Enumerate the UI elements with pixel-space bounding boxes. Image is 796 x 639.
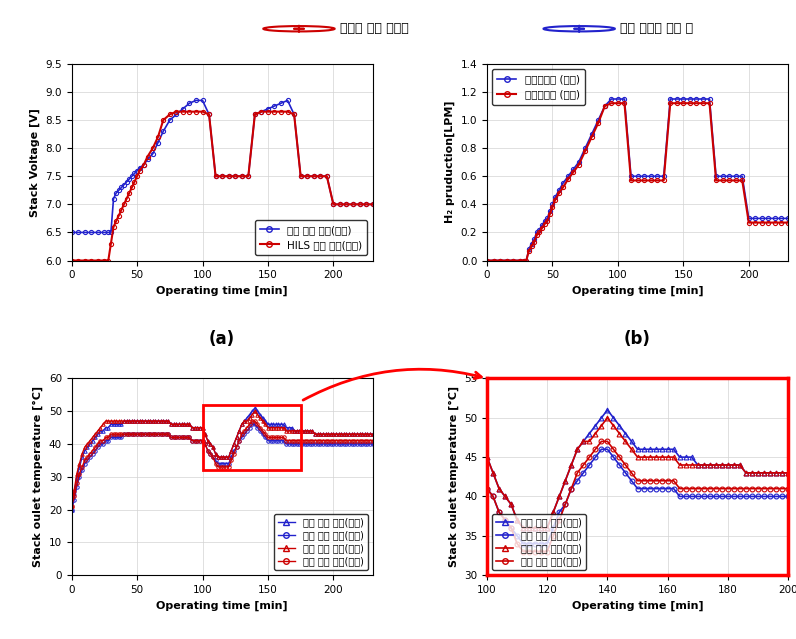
Bar — [202, 404, 301, 470]
Text: 디지털 트윈 결과값: 디지털 트윈 결과값 — [340, 22, 408, 35]
X-axis label: Operating time [min]: Operating time [min] — [156, 601, 288, 611]
Y-axis label: H₂ pruduction[LPM]: H₂ pruduction[LPM] — [445, 101, 455, 224]
Text: (b): (b) — [624, 330, 651, 348]
Legend: 수소생산량 (실험), 수소생산량 (모델): 수소생산량 (실험), 수소생산량 (모델) — [492, 69, 585, 105]
Y-axis label: Stack oulet temperature [°C]: Stack oulet temperature [°C] — [33, 386, 43, 567]
Text: 실제 장치의 실험 값: 실제 장치의 실험 값 — [620, 22, 693, 35]
Y-axis label: Stack oulet temperature [°C]: Stack oulet temperature [°C] — [448, 386, 458, 567]
Text: (a): (a) — [209, 330, 235, 348]
X-axis label: Operating time [min]: Operating time [min] — [572, 601, 704, 611]
X-axis label: Operating time [min]: Operating time [min] — [572, 286, 704, 296]
Legend: 실제 스택 전압(실험), HILS 스택 전압(모델): 실제 스택 전압(실험), HILS 스택 전압(모델) — [255, 220, 368, 256]
X-axis label: Operating time [min]: Operating time [min] — [156, 286, 288, 296]
Legend: 스택 출구 온도(실험), 스택 입구 온도(실험), 스택 출구 온도(모델), 스택 입구 온도(모델): 스택 출구 온도(실험), 스택 입구 온도(실험), 스택 출구 온도(모델)… — [274, 514, 368, 570]
Y-axis label: Stack Voltage [V]: Stack Voltage [V] — [29, 108, 40, 217]
Legend: 스택 출구 온도(실험), 스택 입구 온도(실험), 스택 출구 온도(모델), 스택 입구 온도(모델): 스택 출구 온도(실험), 스택 입구 온도(실험), 스택 출구 온도(모델)… — [492, 514, 586, 570]
